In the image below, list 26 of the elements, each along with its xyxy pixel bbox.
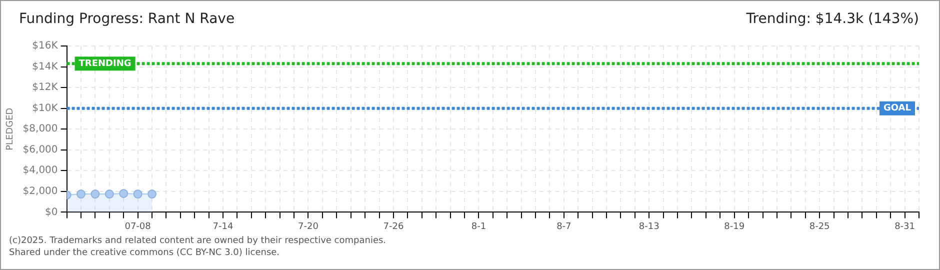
ref-line-label: GOAL [884,104,912,114]
y-tick-label: $8,000 [22,124,58,135]
text: Shared under the creative commons (CC BY-NC 3.0) license. [9,247,281,259]
y-tick-label: $12K [32,82,58,94]
x-tick-label: 7-26 [383,222,404,232]
x-tick-label: 8-1 [471,222,486,232]
y-tick-label: $0 [45,206,58,218]
x-tick-label: 8-19 [724,222,745,232]
x-tick-label: 7-14 [212,222,234,232]
text: (c)2025. Trademarks and related content are owned by their respective companies. [9,235,388,247]
x-tick-label: 07-08 [124,222,152,232]
y-tick-label: $10K [32,102,58,114]
y-tick-label: $6,000 [22,144,58,156]
y-tick-label: $2,000 [22,186,58,198]
x-tick-label: 8-25 [809,222,830,232]
x-tick-label: 8-13 [638,222,660,232]
x-tick-label: 7-20 [298,222,319,232]
y-tick-label: $16K [32,40,58,52]
x-tick-label: 8-7 [556,222,572,232]
x-tick-label: 8-31 [894,222,916,232]
y-axis-title: PLEDGED [6,108,16,150]
chart-title: Funding Progress: Rant N Rave [19,11,235,29]
ref-line-label: TRENDING [78,59,132,70]
y-tick-label: $4,000 [22,165,58,176]
chart-subtitle: Trending: $14.3k (143%) [746,11,919,29]
y-tick-label: $14K [32,61,58,72]
